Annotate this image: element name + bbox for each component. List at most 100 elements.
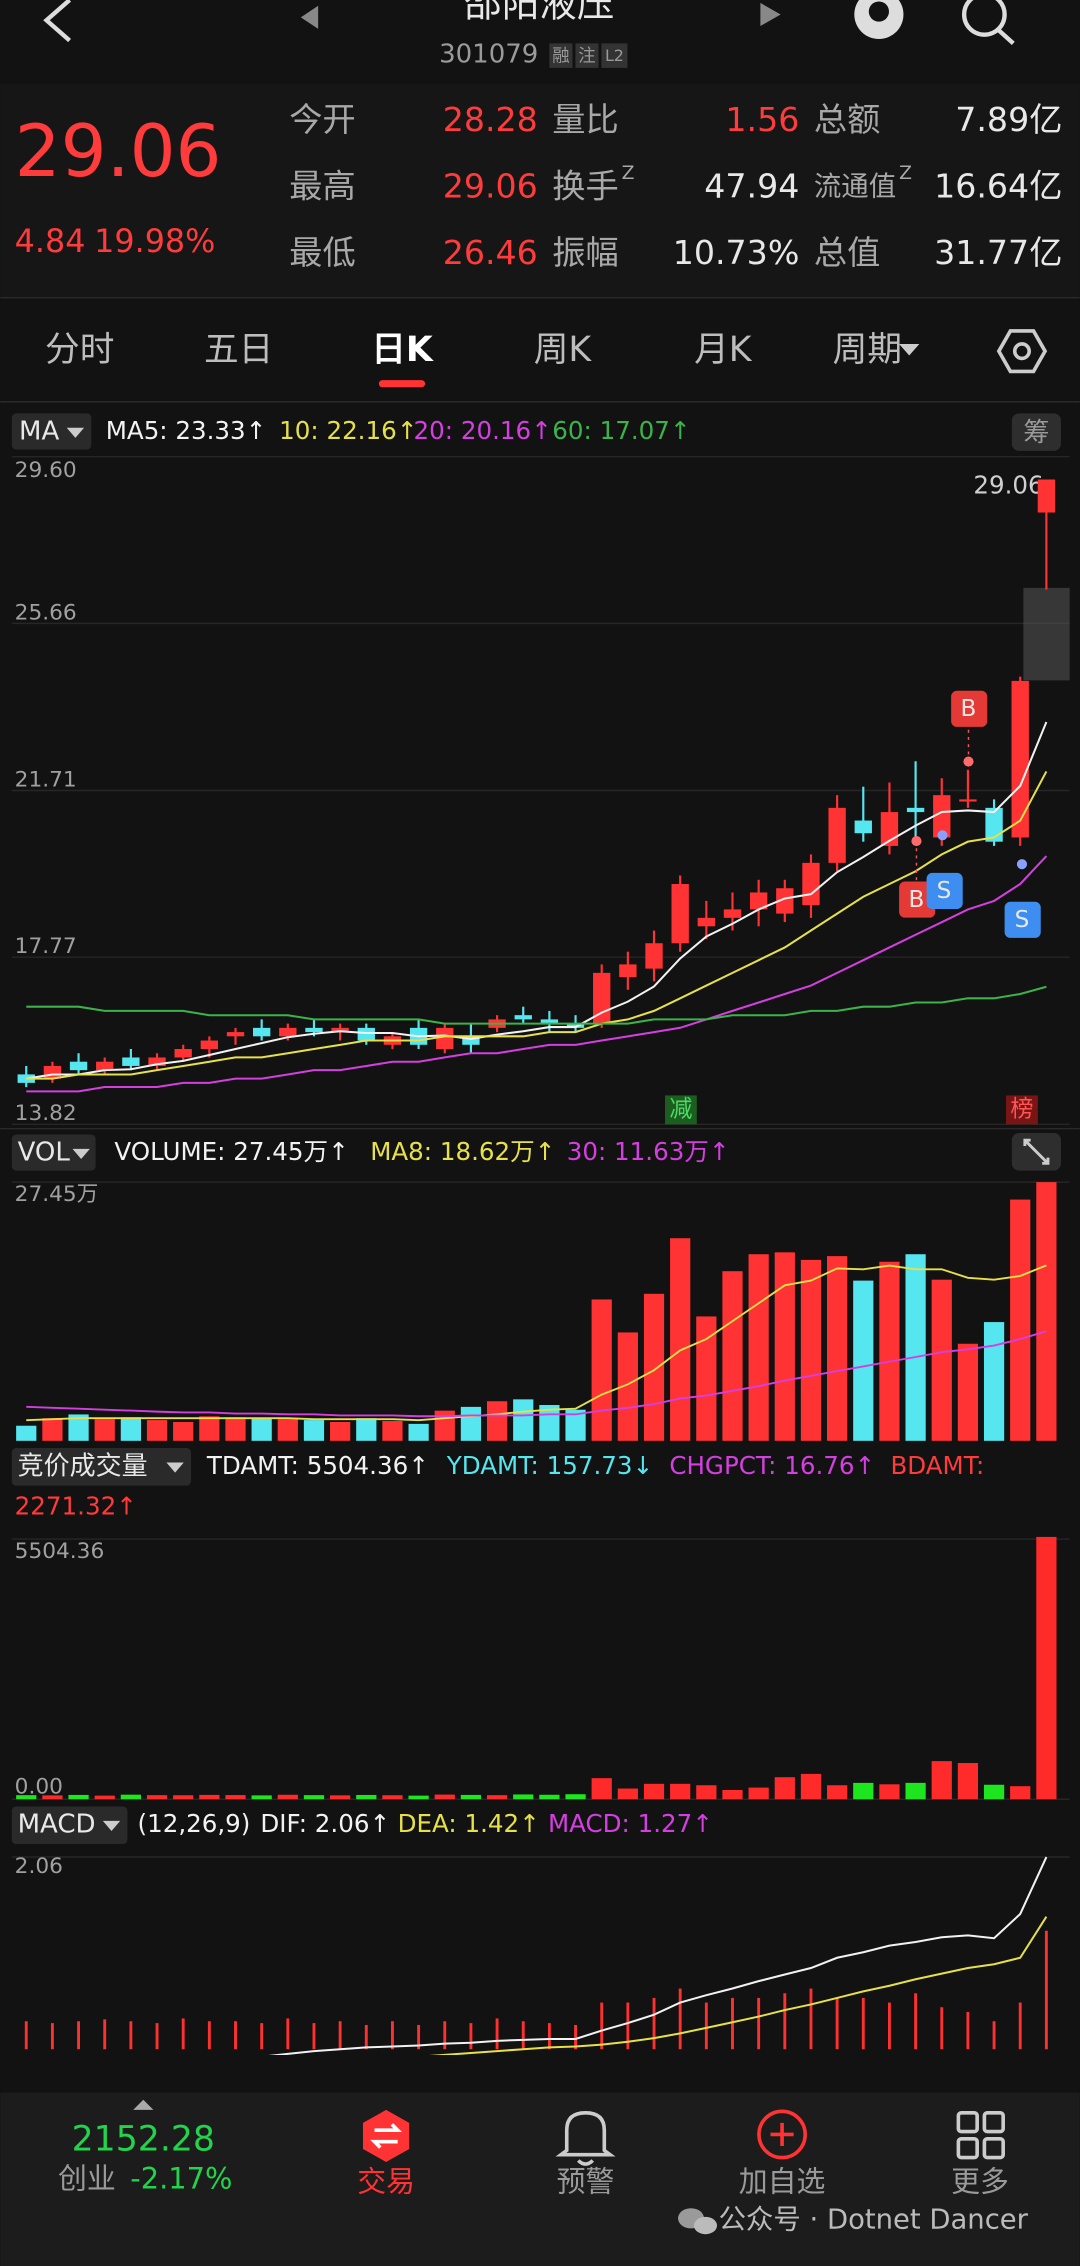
auction-bar <box>853 1782 874 1800</box>
chip-button-bg[interactable] <box>1011 413 1061 451</box>
candle-body <box>645 943 663 969</box>
chip-button[interactable]: 筹 <box>1023 418 1049 448</box>
candle-body <box>148 1057 166 1066</box>
search-icon[interactable] <box>961 0 1015 45</box>
nav-more[interactable]: 更多 <box>951 2165 1009 2199</box>
auction-bar <box>199 1794 220 1800</box>
volume-bar <box>827 1256 848 1441</box>
legend-params: (12,26,9) <box>138 1809 251 1838</box>
legend-dea: DEA: 1.42↑ <box>398 1809 540 1838</box>
auction-bar <box>696 1785 717 1800</box>
y-tick-label: 29.60 <box>15 458 77 483</box>
kline-panel: 29.60 25.66 21.71 17.77 13.82 29.06 <box>11 455 1070 1126</box>
nav-add-watch[interactable]: 加自选 <box>739 2165 826 2199</box>
back-button[interactable] <box>43 0 72 43</box>
volume-bar <box>905 1254 926 1441</box>
tab[interactable]: 周期 <box>833 330 902 370</box>
signal-bg <box>926 872 963 910</box>
volume-bar <box>931 1279 952 1441</box>
auction-bar <box>408 1795 429 1800</box>
add-watch-icon[interactable] <box>757 2109 807 2160</box>
ma-line <box>26 770 1048 1080</box>
bottom-nav-bg <box>0 2092 1080 2266</box>
legend-ma60: 60: 17.07↑ <box>552 416 690 445</box>
max-price-label: 29.06 <box>973 471 1043 500</box>
auction-bar <box>68 1794 89 1800</box>
volume-bar <box>957 1343 979 1441</box>
candle-body <box>828 807 846 863</box>
auction-bar <box>173 1795 194 1800</box>
last-price: 29.06 <box>15 110 222 194</box>
candle-body <box>854 820 872 834</box>
expand-button[interactable] <box>1011 1133 1061 1171</box>
badges: 融 注 L2 <box>549 43 628 68</box>
tab[interactable]: 日K <box>371 330 434 370</box>
volume-bar <box>356 1418 377 1441</box>
trade-icon[interactable] <box>362 2109 410 2162</box>
auction-bar <box>356 1794 377 1800</box>
auction-bar <box>94 1795 115 1800</box>
stat-label: 换手 <box>552 166 618 205</box>
prev-stock[interactable] <box>300 5 319 29</box>
watermark-icon <box>678 2208 718 2235</box>
nav-alert[interactable]: 预警 <box>557 2165 615 2199</box>
signal-dot <box>911 836 922 847</box>
volume-bar <box>696 1316 717 1441</box>
auction-bar <box>957 1763 979 1800</box>
volume-bar <box>277 1419 298 1441</box>
indicator-selector[interactable] <box>11 413 92 450</box>
volume-bar <box>879 1261 900 1441</box>
alert-icon[interactable] <box>555 2111 616 2166</box>
candle-body <box>514 1015 532 1020</box>
y-tick-label: 21.71 <box>15 767 77 792</box>
candle-body <box>723 909 742 918</box>
signal-dot <box>963 756 974 767</box>
next-stock[interactable] <box>760 2 781 27</box>
selector-label[interactable]: MA <box>19 417 59 447</box>
indicator-selector[interactable] <box>11 1134 96 1171</box>
legend-dif: DIF: 2.06↑ <box>260 1809 390 1838</box>
candle-body <box>69 1061 88 1071</box>
dea-line <box>428 1916 1048 2056</box>
index-name[interactable]: 创业 <box>58 2162 116 2196</box>
tab[interactable]: 周K <box>534 330 593 370</box>
volume-bar <box>643 1293 665 1441</box>
candle-body <box>200 1040 219 1050</box>
more-icon[interactable] <box>956 2111 1005 2160</box>
auction-bar <box>643 1783 665 1800</box>
selector-label[interactable]: 竞价成交量 <box>18 1451 148 1481</box>
volume-bar <box>565 1409 586 1441</box>
volume-bar <box>800 1259 822 1441</box>
indicator-selector[interactable] <box>11 1448 191 1486</box>
indicator-selector[interactable] <box>11 1806 128 1845</box>
auction-bar <box>1010 1786 1031 1800</box>
volume-bar <box>670 1238 691 1441</box>
quote-bg <box>0 83 1080 298</box>
auction-bar <box>513 1794 534 1800</box>
badge-bg <box>575 43 599 68</box>
volume-panel: 27.45万 <box>11 1181 1070 1441</box>
index-value[interactable]: 2152.28 <box>72 2119 215 2159</box>
selector-label[interactable]: VOL <box>18 1138 71 1168</box>
stat-label-sup: Z <box>899 163 912 184</box>
index-change[interactable]: -2.17% <box>130 2162 232 2196</box>
tab[interactable]: 五日 <box>204 330 273 370</box>
signals: B B S S 减 榜 <box>665 690 1041 1125</box>
auction-bar <box>120 1794 141 1800</box>
stat-label: 最低 <box>289 233 355 272</box>
tab[interactable]: 月K <box>694 330 753 370</box>
selector-caret <box>66 427 85 438</box>
nav-trade[interactable]: 交易 <box>357 2165 415 2199</box>
auction-bar <box>225 1795 246 1800</box>
stat-label: 流通值 <box>814 171 896 202</box>
settings-icon[interactable] <box>996 329 1048 374</box>
selector-caret <box>102 1820 121 1832</box>
live-icon[interactable] <box>854 0 904 40</box>
auction-bar <box>722 1789 743 1800</box>
candle-body <box>357 1027 375 1041</box>
volume-bar <box>513 1399 534 1441</box>
candle-body <box>1011 680 1029 838</box>
selector-caret <box>72 1148 90 1160</box>
selector-label[interactable]: MACD <box>18 1810 96 1840</box>
tab[interactable]: 分时 <box>45 330 114 370</box>
